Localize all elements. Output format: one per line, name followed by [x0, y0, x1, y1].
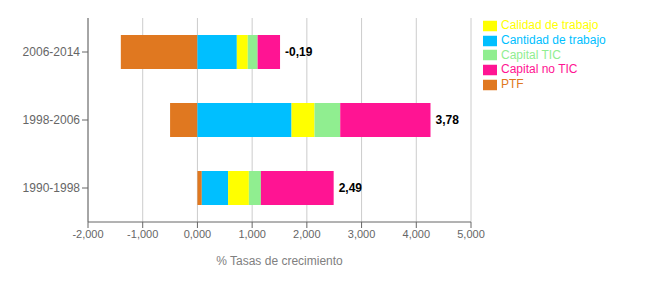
- html-text:Cantidad de trabajo: Cantidad de trabajo: [501, 32, 606, 47]
- svg-text:-0,19: -0,19: [285, 45, 313, 59]
- svg-text:-2,000: -2,000: [72, 228, 103, 240]
- svg-text:% Tasas de crecimiento: % Tasas de crecimiento: [216, 254, 343, 268]
- svg-text:0,000: 0,000: [184, 228, 212, 240]
- svg-text:2,000: 2,000: [293, 228, 321, 240]
- svg-text:3,000: 3,000: [348, 228, 376, 240]
- svg-text:3,78: 3,78: [436, 113, 460, 127]
- svg-text:4,000: 4,000: [403, 228, 431, 240]
- html-text:PTF: PTF: [501, 77, 524, 92]
- html-text:Capital TIC: Capital TIC: [501, 47, 561, 62]
- svg-text:2,49: 2,49: [339, 181, 363, 195]
- svg-text:-1,000: -1,000: [127, 228, 158, 240]
- svg-text:1990-1998: 1990-1998: [23, 181, 81, 195]
- svg-text:1,000: 1,000: [238, 228, 266, 240]
- svg-text:5,000: 5,000: [457, 228, 485, 240]
- svg-text:1998-2006: 1998-2006: [23, 113, 81, 127]
- html-text:Capital no TIC: Capital no TIC: [501, 62, 578, 77]
- html-text:Calidad de trabajo: Calidad de trabajo: [501, 18, 599, 32]
- svg-text:2006-2014: 2006-2014: [23, 45, 81, 59]
